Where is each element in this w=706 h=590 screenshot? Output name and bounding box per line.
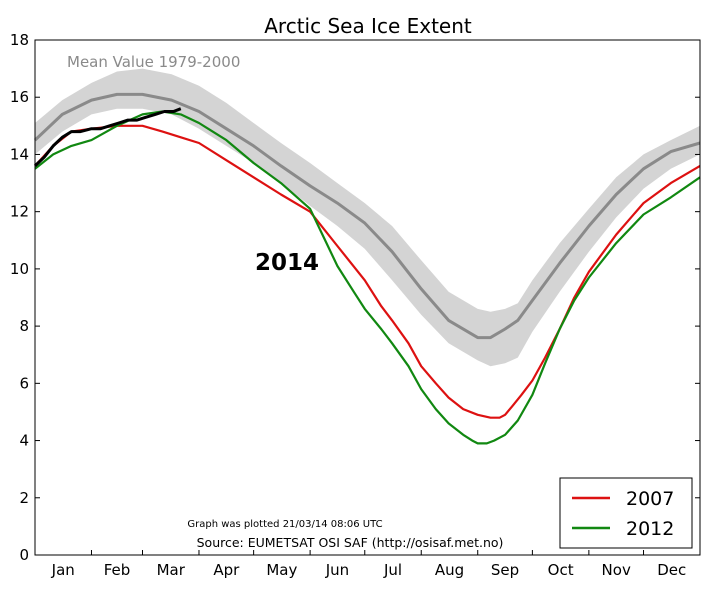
plotted-date-note: Graph was plotted 21/03/14 08:06 UTC [187, 519, 382, 530]
plot-area [33, 68, 701, 445]
y-tick-label: 16 [10, 88, 29, 106]
x-tick-label: Aug [435, 561, 464, 579]
year-2014-label: 2014 [255, 250, 319, 276]
series-line-2014 [33, 107, 182, 167]
legend: 2007 2012 [559, 477, 693, 549]
legend-label-2007: 2007 [626, 488, 674, 510]
x-tick-label: Jan [51, 561, 75, 579]
x-tick-label: Nov [602, 561, 631, 579]
y-tick-label: 4 [19, 432, 29, 450]
x-tick-label: Oct [548, 561, 574, 579]
y-tick-label: 0 [19, 546, 29, 564]
y-tick-label: 18 [10, 31, 29, 49]
legend-box [559, 477, 693, 549]
x-tick-label: Jun [325, 561, 349, 579]
x-tick-label: Feb [104, 561, 131, 579]
y-tick-label: 12 [10, 203, 29, 221]
y-tick-label: 14 [10, 145, 29, 163]
x-tick-label: Sep [491, 561, 519, 579]
series-line-mean [33, 92, 701, 340]
mean-range-band [35, 68, 700, 367]
mean-value-label: Mean Value 1979-2000 [67, 53, 240, 71]
y-tick-label: 6 [19, 374, 29, 392]
x-tick-label: Apr [213, 561, 240, 579]
x-tick-label: Dec [657, 561, 686, 579]
plot-frame [34, 39, 701, 556]
legend-label-2012: 2012 [626, 518, 674, 540]
y-tick-label: 10 [10, 260, 29, 278]
y-tick-label: 8 [19, 317, 29, 335]
chart-title: Arctic Sea Ice Extent [264, 14, 472, 38]
axes: 0 2 4 6 8 10 12 14 16 18 Jan Feb Mar Apr May Jun Jul Aug S… [10, 31, 701, 579]
source-note: Source: EUMETSAT OSI SAF (http://osisaf.… [197, 535, 504, 550]
x-tick-label: May [266, 561, 297, 579]
y-tick-label: 2 [19, 489, 29, 507]
x-tick-label: Mar [157, 561, 186, 579]
x-tick-label: Jul [383, 561, 402, 579]
